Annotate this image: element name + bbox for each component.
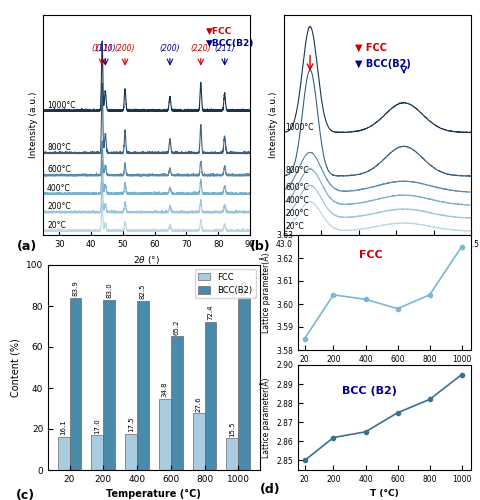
Text: 20°C: 20°C xyxy=(285,222,303,231)
Legend: FCC, BCC(B2): FCC, BCC(B2) xyxy=(194,269,255,298)
Bar xyxy=(204,322,216,470)
Bar xyxy=(91,435,103,470)
Text: (b): (b) xyxy=(250,240,270,254)
Text: BCC (B2): BCC (B2) xyxy=(341,386,396,396)
Text: 82.5: 82.5 xyxy=(140,284,145,299)
Bar xyxy=(70,298,81,470)
Text: 15.5: 15.5 xyxy=(229,421,235,436)
X-axis label: Temperature (°C): Temperature (°C) xyxy=(106,490,201,500)
Text: 20°C: 20°C xyxy=(47,221,66,230)
Bar xyxy=(192,414,204,470)
Bar xyxy=(226,438,238,470)
Text: 83.9: 83.9 xyxy=(72,280,78,296)
Text: ▼BCC(B2): ▼BCC(B2) xyxy=(205,38,253,48)
Text: 800°C: 800°C xyxy=(285,166,308,175)
Text: 600°C: 600°C xyxy=(47,166,71,174)
Text: (220): (220) xyxy=(190,44,211,53)
Text: 16.1: 16.1 xyxy=(60,420,67,436)
Text: (200): (200) xyxy=(115,44,135,53)
Bar xyxy=(137,301,148,470)
Text: FCC: FCC xyxy=(358,250,382,260)
Bar xyxy=(159,398,170,470)
Text: 200°C: 200°C xyxy=(285,209,308,218)
Y-axis label: Intensity (a.u.): Intensity (a.u.) xyxy=(269,92,277,158)
Bar xyxy=(170,336,182,470)
Text: ▼ BCC(B2): ▼ BCC(B2) xyxy=(354,59,410,69)
Text: ▼FCC: ▼FCC xyxy=(205,26,231,36)
X-axis label: 2$\theta$ (°): 2$\theta$ (°) xyxy=(363,254,390,266)
Text: 65.2: 65.2 xyxy=(173,319,180,334)
Text: 17.5: 17.5 xyxy=(128,417,134,432)
Text: 27.6: 27.6 xyxy=(195,396,201,412)
Text: (a): (a) xyxy=(16,240,36,254)
Text: 1000°C: 1000°C xyxy=(285,123,313,132)
Text: 1000°C: 1000°C xyxy=(47,100,75,110)
Text: ▼ FCC: ▼ FCC xyxy=(354,42,386,52)
Text: 17.0: 17.0 xyxy=(94,418,100,434)
Y-axis label: Lattice parameter(Å): Lattice parameter(Å) xyxy=(259,252,270,333)
Text: 400°C: 400°C xyxy=(47,184,71,193)
Y-axis label: Intensity (a.u.): Intensity (a.u.) xyxy=(29,92,37,158)
Text: (111): (111) xyxy=(92,44,112,53)
X-axis label: 2$\theta$ (°): 2$\theta$ (°) xyxy=(133,254,160,266)
Y-axis label: Lattice parameter(Å): Lattice parameter(Å) xyxy=(260,377,270,458)
Text: 400°C: 400°C xyxy=(285,196,308,205)
Text: (211): (211) xyxy=(214,44,235,53)
Text: 34.8: 34.8 xyxy=(162,382,168,397)
Bar xyxy=(238,297,250,470)
Text: 200°C: 200°C xyxy=(47,202,71,211)
Bar xyxy=(58,437,70,470)
Text: 72.4: 72.4 xyxy=(207,304,213,320)
Bar xyxy=(103,300,115,470)
Y-axis label: Content (%): Content (%) xyxy=(11,338,20,397)
Text: (d): (d) xyxy=(260,483,280,496)
Text: 600°C: 600°C xyxy=(285,183,308,192)
Text: 83.0: 83.0 xyxy=(106,282,112,298)
Text: (200): (200) xyxy=(159,44,180,53)
Text: (c): (c) xyxy=(16,488,36,500)
Text: 800°C: 800°C xyxy=(47,143,71,152)
Text: (110): (110) xyxy=(95,44,115,53)
X-axis label: T (°C): T (°C) xyxy=(370,490,398,498)
Bar xyxy=(125,434,137,470)
Text: 84.5: 84.5 xyxy=(240,280,247,295)
